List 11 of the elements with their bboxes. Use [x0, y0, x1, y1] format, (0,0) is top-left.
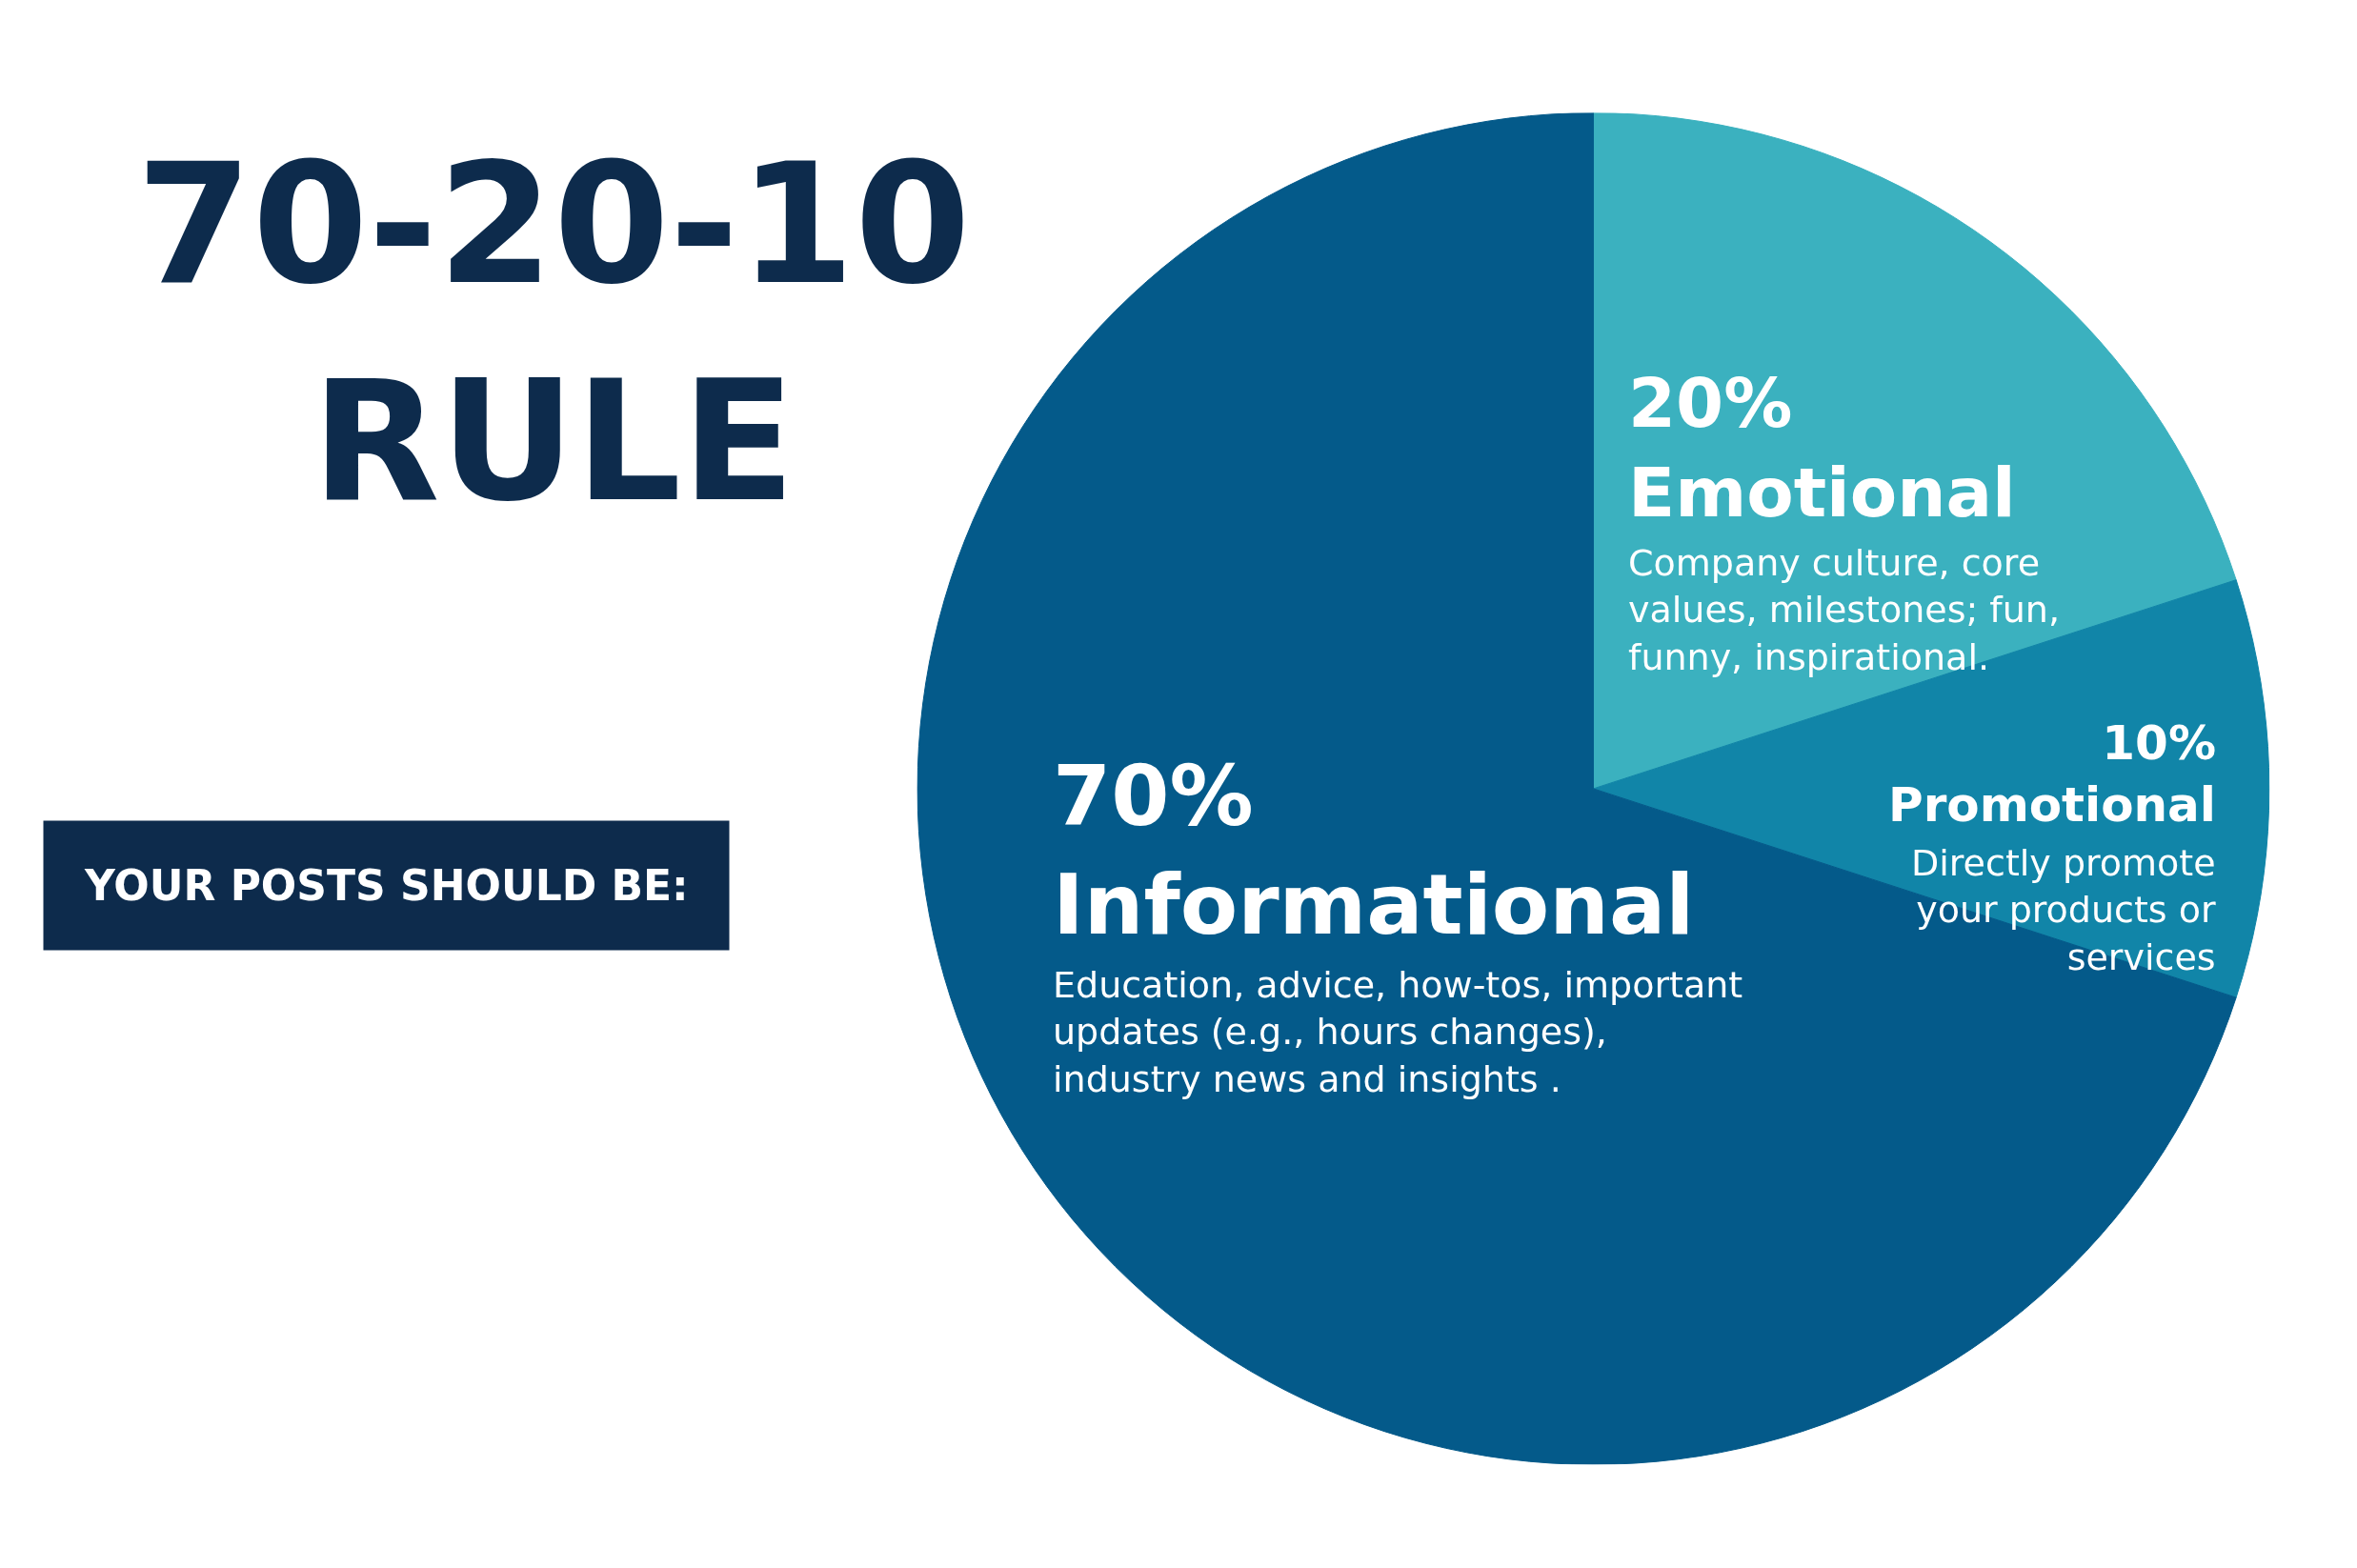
data-label: 10%: [2102, 715, 2216, 771]
data-label: 70%: [1053, 747, 1254, 845]
slice-label: Promotional: [1888, 777, 2216, 833]
slice-label: Emotional: [1628, 452, 2016, 533]
data-label: 20%: [1628, 363, 1793, 443]
text: Education, advice, how-tos, important updates (e.g., hours changes), industry news and insights .: [1053, 964, 1743, 1100]
slice-label: Informational: [1053, 855, 1695, 955]
text: YOUR POSTS SHOULD BE:: [84, 861, 689, 910]
text: Company culture, core values, milestones; fun, funny, inspirational.: [1628, 542, 2060, 678]
text: 70-20-10 RULE: [136, 128, 971, 538]
text: Directly promote your products or services: [1911, 842, 2216, 978]
